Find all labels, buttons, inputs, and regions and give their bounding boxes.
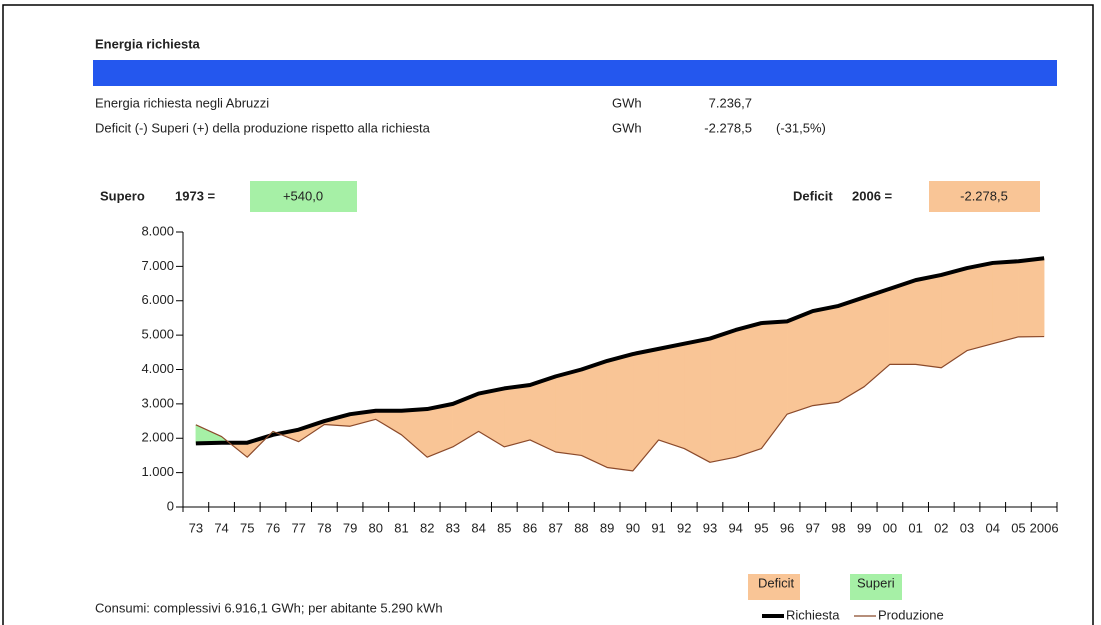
x-tick-label: 88 bbox=[574, 520, 588, 535]
x-tick-label: 79 bbox=[343, 520, 357, 535]
row-unit: GWh bbox=[612, 95, 642, 110]
x-tick-label: 02 bbox=[934, 520, 948, 535]
deficit-area bbox=[966, 262, 993, 351]
deficit-area bbox=[1018, 257, 1045, 338]
deficit-area bbox=[555, 369, 582, 456]
deficit-area bbox=[504, 384, 531, 448]
supero-year: 1973 = bbox=[175, 188, 216, 203]
deficit-area bbox=[992, 260, 1019, 345]
section-title: Energia richiesta bbox=[95, 36, 201, 51]
x-tick-label: 04 bbox=[986, 520, 1000, 535]
x-tick-label: 91 bbox=[651, 520, 665, 535]
deficit-area bbox=[658, 343, 685, 449]
x-tick-label: 98 bbox=[831, 520, 845, 535]
x-tick-label: 78 bbox=[317, 520, 331, 535]
x-tick-label: 73 bbox=[189, 520, 203, 535]
footnote: Consumi: complessivi 6.916,1 GWh; per ab… bbox=[95, 600, 443, 615]
x-tick-label: 94 bbox=[728, 520, 742, 535]
row-label: Energia richiesta negli Abruzzi bbox=[95, 95, 269, 110]
deficit-area bbox=[478, 388, 505, 448]
deficit-area bbox=[838, 296, 865, 403]
x-tick-label: 85 bbox=[497, 520, 511, 535]
deficit-area bbox=[401, 408, 428, 458]
deficit-area bbox=[606, 353, 634, 472]
x-tick-label: 86 bbox=[523, 520, 537, 535]
x-tick-label: 76 bbox=[266, 520, 280, 535]
row-unit: GWh bbox=[612, 120, 642, 135]
x-tick-label: 82 bbox=[420, 520, 434, 535]
row-value: 7.236,7 bbox=[709, 95, 752, 110]
x-tick-label: 97 bbox=[806, 520, 820, 535]
frame bbox=[2, 4, 1094, 625]
y-tick-label: 5.000 bbox=[141, 327, 174, 342]
deficit-area bbox=[709, 329, 736, 463]
deficit-box bbox=[929, 181, 1040, 212]
row-label: Deficit (-) Superi (+) della produzione … bbox=[95, 120, 431, 135]
y-tick-label: 8.000 bbox=[141, 223, 174, 238]
supero-box bbox=[250, 181, 357, 212]
x-tick-label: 96 bbox=[780, 520, 794, 535]
y-tick-label: 3.000 bbox=[141, 395, 174, 410]
supero-value: +540,0 bbox=[283, 188, 323, 203]
deficit-area bbox=[735, 322, 762, 458]
legend-label: Superi bbox=[857, 575, 895, 590]
x-tick-label: 00 bbox=[883, 520, 897, 535]
deficit-area bbox=[761, 321, 788, 450]
x-tick-label: 75 bbox=[240, 520, 254, 535]
deficit-area bbox=[684, 338, 711, 463]
x-tick-label: 2006 bbox=[1030, 520, 1059, 535]
x-tick-label: 99 bbox=[857, 520, 871, 535]
deficit-area bbox=[915, 274, 942, 369]
row-percent: (-31,5%) bbox=[776, 120, 826, 135]
x-tick-label: 87 bbox=[549, 520, 563, 535]
legend-label: Produzione bbox=[878, 607, 944, 622]
x-tick-label: 83 bbox=[446, 520, 460, 535]
title-bar bbox=[93, 60, 1057, 86]
deficit-area bbox=[889, 279, 916, 365]
x-tick-label: 74 bbox=[214, 520, 228, 535]
x-tick-label: 77 bbox=[291, 520, 305, 535]
deficit-area bbox=[632, 348, 659, 472]
supero-label: Supero bbox=[100, 188, 145, 203]
legend-label: Richiesta bbox=[786, 607, 840, 622]
x-tick-label: 03 bbox=[960, 520, 974, 535]
y-tick-label: 6.000 bbox=[141, 292, 174, 307]
richiesta-line bbox=[195, 256, 1045, 446]
deficit-label: Deficit bbox=[793, 188, 833, 203]
y-tick-label: 0 bbox=[167, 498, 174, 513]
x-tick-label: 95 bbox=[754, 520, 768, 535]
x-tick-label: 84 bbox=[471, 520, 485, 535]
deficit-value: -2.278,5 bbox=[960, 188, 1008, 203]
x-tick-label: 80 bbox=[369, 520, 383, 535]
deficit-area bbox=[786, 310, 814, 415]
deficit-area bbox=[426, 403, 454, 458]
legend-swatch bbox=[748, 574, 800, 600]
x-tick-label: 92 bbox=[677, 520, 691, 535]
x-tick-label: 90 bbox=[626, 520, 640, 535]
deficit-area bbox=[529, 376, 556, 453]
y-tick-label: 2.000 bbox=[141, 430, 174, 445]
y-tick-label: 7.000 bbox=[141, 258, 174, 273]
deficit-year: 2006 = bbox=[852, 188, 893, 203]
produzione-line bbox=[195, 335, 1045, 472]
y-tick-label: 1.000 bbox=[141, 464, 174, 479]
y-tick-label: 4.000 bbox=[141, 361, 174, 376]
legend-swatch bbox=[850, 574, 902, 600]
deficit-area bbox=[863, 288, 891, 388]
deficit-area bbox=[812, 305, 839, 406]
row-value: -2.278,5 bbox=[704, 120, 752, 135]
x-tick-label: 89 bbox=[600, 520, 614, 535]
x-tick-label: 81 bbox=[394, 520, 408, 535]
x-tick-label: 93 bbox=[703, 520, 717, 535]
legend-label: Deficit bbox=[758, 575, 795, 590]
x-tick-label: 05 bbox=[1011, 520, 1025, 535]
x-tick-label: 01 bbox=[908, 520, 922, 535]
deficit-area bbox=[581, 360, 608, 468]
deficit-area bbox=[375, 410, 402, 436]
